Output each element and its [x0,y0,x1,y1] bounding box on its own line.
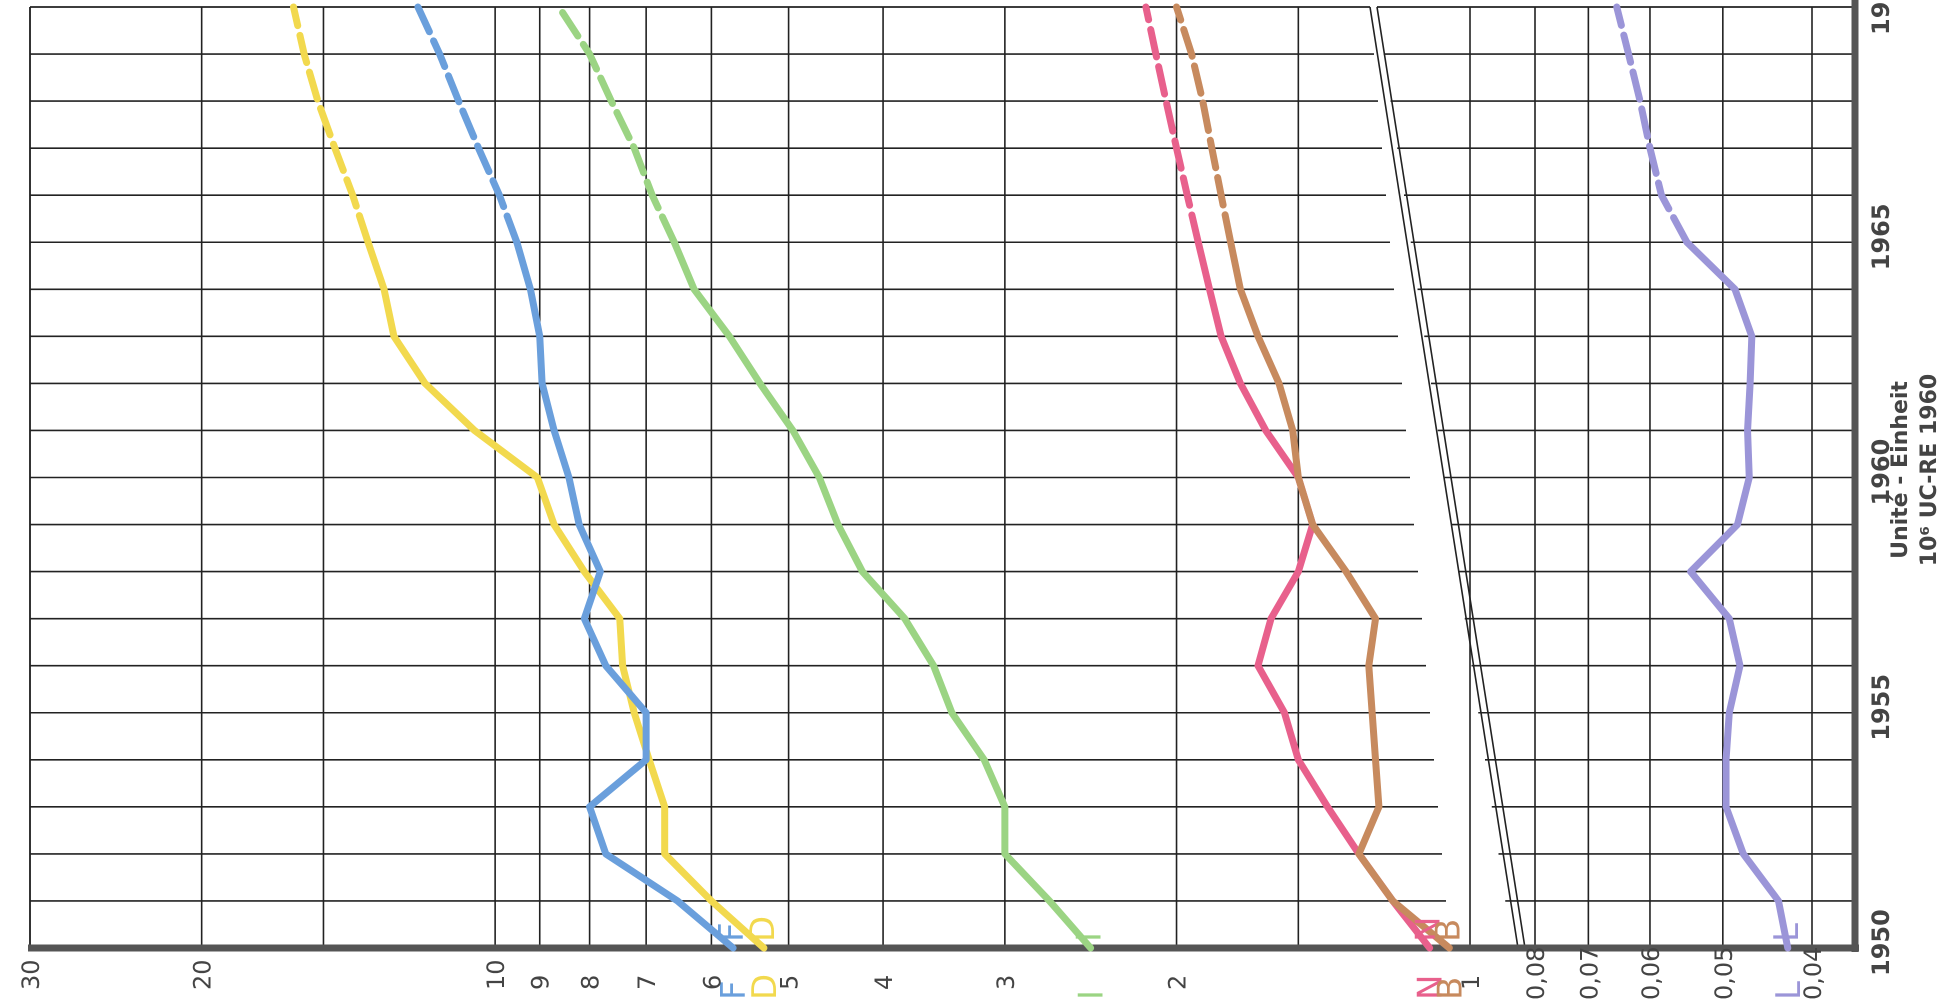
series-tag-F: F [712,922,752,942]
year-tick-label: 1955 [1867,674,1895,741]
value-tick-label-low: 0,07 [1575,947,1603,1000]
year-tick-label: 1960 [1867,439,1895,506]
year-tick-label: 1965 [1867,203,1895,270]
panel-break-line [1369,6,1519,949]
series-line-L-projection [1613,3,1691,246]
value-tick-label: 7 [633,975,661,990]
value-tick-label-low: 0,04 [1799,947,1827,1000]
value-tick-label: 1 [1457,975,1485,990]
series-tag-B: B [1428,919,1468,942]
unit-label-line: Unité - Einheit [1888,381,1913,559]
series-line-N [1194,238,1434,952]
year-tick-label: 197 [1867,0,1895,35]
series-line-L [1683,238,1792,952]
value-tick-label-low: 0,08 [1522,947,1550,1000]
series-line-D [364,238,768,952]
value-tick-label: 30 [17,959,45,990]
panel-break-line [1376,6,1526,949]
series-layer [290,3,1792,952]
value-tick-label-low: 0,06 [1637,947,1665,1000]
series-bottom-tag-F: F [714,980,754,1000]
grid [28,0,1859,952]
series-line-I [670,238,1095,952]
series-tag-D: D [743,916,783,942]
series-line-F [513,238,737,952]
series-line-D-projection [290,3,372,246]
series-bottom-tag-I: I [1072,990,1112,1000]
series-tag-I: I [1070,932,1110,942]
series-line-B-projection [1173,3,1235,246]
series-line-N-projection [1142,3,1202,246]
value-tick-label: 2 [1164,975,1192,990]
value-tick-label: 4 [870,975,898,990]
series-bottom-tag-B: B [1430,977,1470,1000]
value-tick-label: 20 [189,959,217,990]
value-tick-label: 9 [527,975,555,990]
value-tick-label: 5 [776,975,804,990]
series-tag-N: N [1409,917,1449,942]
value-tick-label: 3 [992,975,1020,990]
unit-label-line: 10⁶ UC-RE 1960 [1917,374,1942,566]
value-tick-label: 10 [482,959,510,990]
series-line-F-projection [414,3,521,246]
value-tick-label: 8 [577,975,605,990]
value-tick-label-low: 0,05 [1710,947,1738,1000]
series-bottom-tag-L: L [1769,981,1809,1000]
series-line-B [1227,238,1453,952]
series-line-I-projection [555,3,678,246]
year-tick-label: 1950 [1867,909,1895,976]
series-bottom-tag-D: D [745,974,785,1000]
series-bottom-tag-N: N [1411,975,1451,1000]
value-tick-label: 6 [698,975,726,990]
series-tag-L: L [1767,923,1807,942]
